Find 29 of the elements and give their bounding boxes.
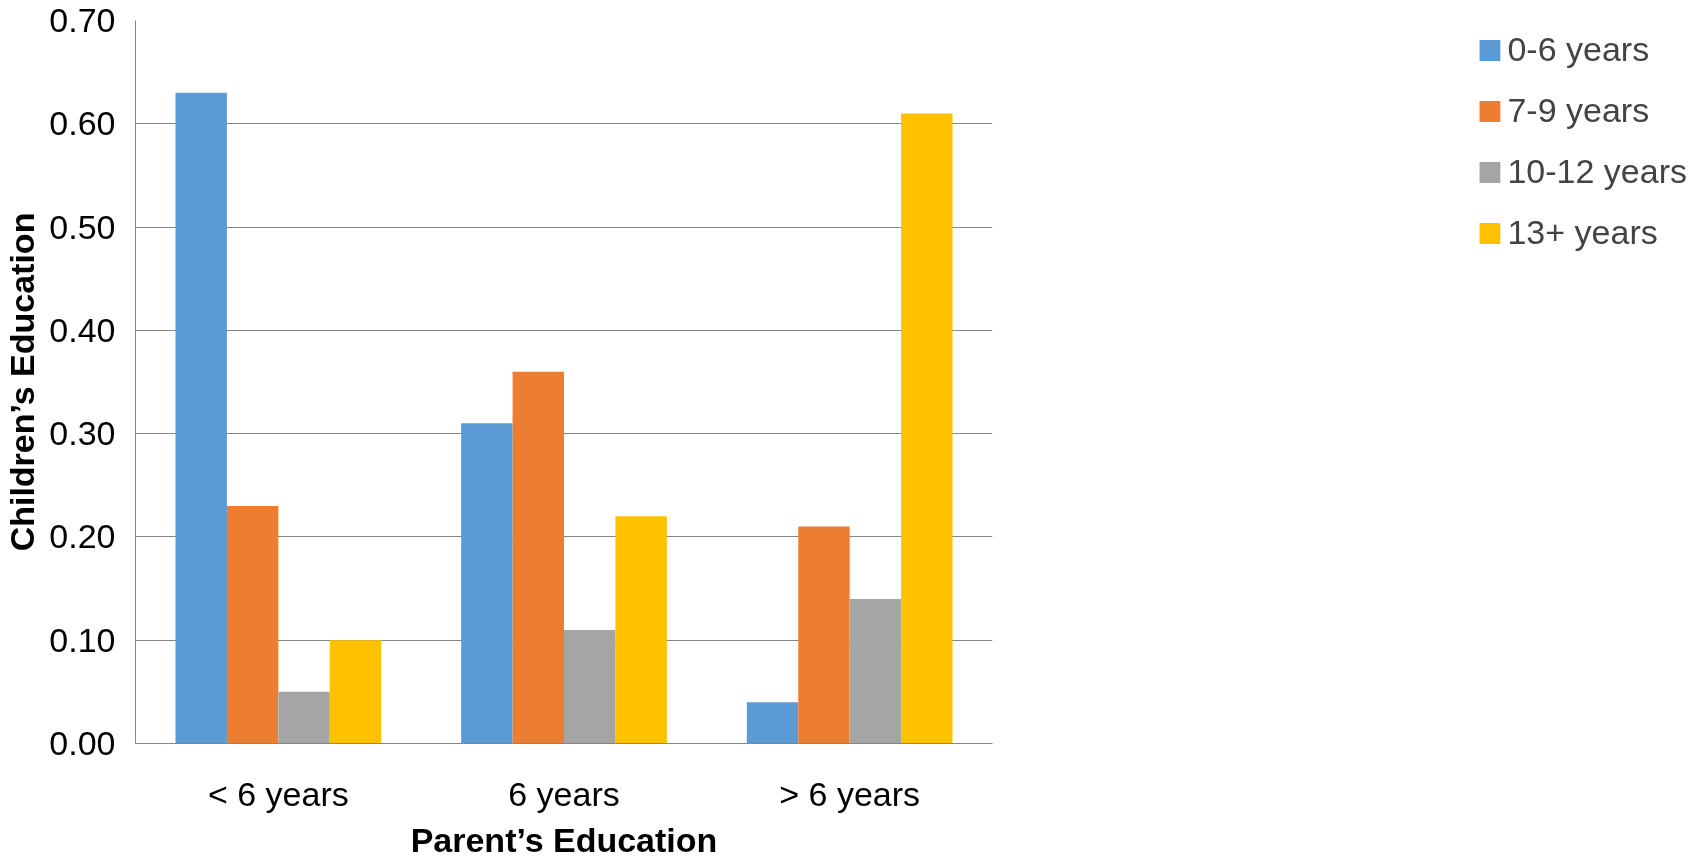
bar xyxy=(278,691,330,744)
bar xyxy=(461,423,513,744)
x-tick-label: < 6 years xyxy=(207,774,349,813)
x-tick-label: > 6 years xyxy=(779,774,921,813)
y-tick-label: 0.20 xyxy=(49,517,116,556)
y-axis-title: Children’s Education xyxy=(3,212,42,552)
bar xyxy=(564,629,616,744)
legend-label: 7-9 years xyxy=(1507,91,1650,130)
y-tick-label: 0.30 xyxy=(49,414,116,453)
bar xyxy=(746,702,799,744)
y-tick-label: 0.60 xyxy=(49,104,116,143)
bar xyxy=(512,371,564,744)
bar xyxy=(615,516,667,744)
y-tick-label: 0.70 xyxy=(49,1,116,39)
bar xyxy=(226,505,279,744)
x-axis-title: Parent’s Education xyxy=(410,820,718,859)
legend-label: 13+ years xyxy=(1507,213,1658,252)
bar xyxy=(329,640,382,744)
y-tick-label: 0.10 xyxy=(49,620,116,659)
bar xyxy=(901,113,953,744)
y-tick-label: 0.50 xyxy=(49,207,116,246)
bar xyxy=(849,598,902,744)
y-tick-label: 0.40 xyxy=(49,310,116,349)
bar xyxy=(175,92,227,744)
bar xyxy=(798,526,850,744)
y-tick-label: 0.00 xyxy=(49,724,116,762)
x-tick-label: 6 years xyxy=(508,774,620,813)
legend-label: 0-6 years xyxy=(1507,30,1650,69)
legend-label: 10-12 years xyxy=(1507,152,1687,191)
